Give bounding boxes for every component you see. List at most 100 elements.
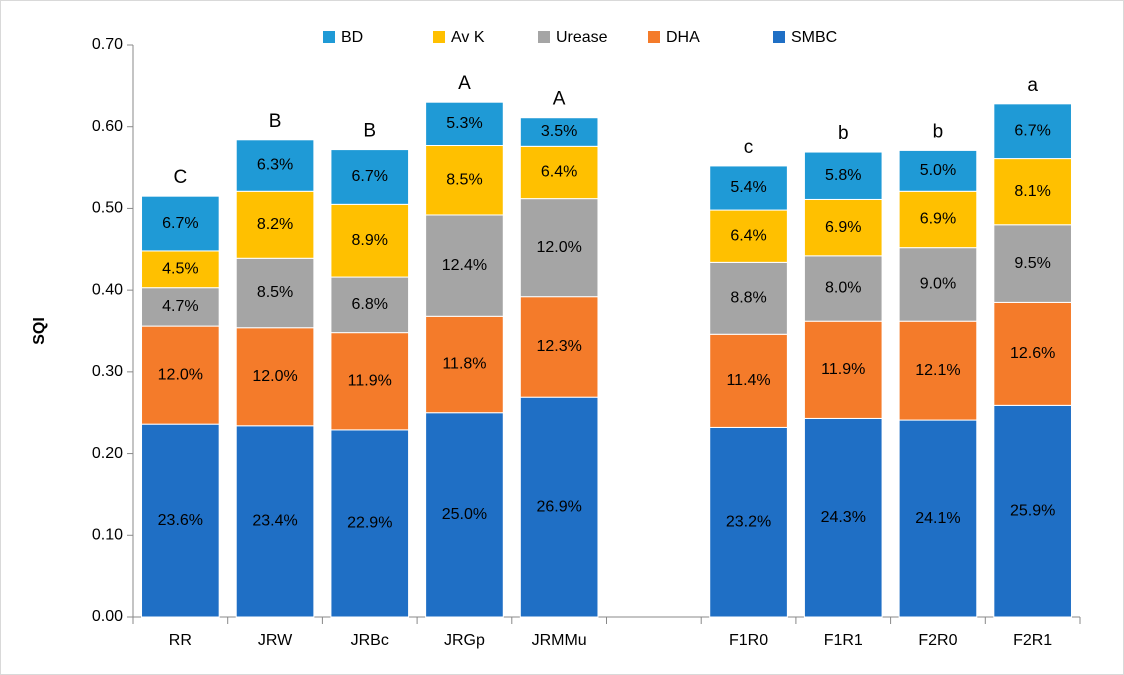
significance-label: b xyxy=(933,121,944,142)
legend-label: DHA xyxy=(666,29,700,46)
value-label: 6.9% xyxy=(920,211,956,228)
bar-segment xyxy=(709,333,788,428)
significance-label: b xyxy=(838,123,849,144)
bar-segment xyxy=(803,198,883,257)
value-label: 12.4% xyxy=(442,257,487,274)
x-tick-label: F2R0 xyxy=(918,632,957,649)
bar-segment xyxy=(519,396,599,618)
bar-segment xyxy=(425,412,504,618)
value-label: 8.1% xyxy=(1014,183,1050,200)
legend-swatch xyxy=(773,31,785,43)
value-label: 11.9% xyxy=(348,372,392,389)
value-label: 6.7% xyxy=(1014,122,1050,139)
value-label: 6.4% xyxy=(730,227,766,244)
bar-segment xyxy=(803,255,883,322)
bar-segment xyxy=(519,296,599,398)
value-label: 6.8% xyxy=(352,296,388,313)
value-label: 5.3% xyxy=(446,115,482,132)
bar-segment xyxy=(898,247,978,322)
value-label: 26.9% xyxy=(536,498,581,515)
value-label: 8.9% xyxy=(352,232,388,249)
bar-segment xyxy=(141,250,220,289)
bar-segment xyxy=(330,429,410,618)
bar-segment xyxy=(709,426,788,618)
bar-segment xyxy=(993,103,1072,160)
legend-label: Av K xyxy=(451,29,485,46)
bar-segment xyxy=(330,149,410,205)
y-tick-label: 0.30 xyxy=(92,363,123,380)
value-label: 5.8% xyxy=(825,167,861,184)
bar-segment xyxy=(898,320,978,421)
bar-segment xyxy=(898,419,978,618)
bar-segment xyxy=(993,158,1072,226)
bar-segment xyxy=(898,149,978,192)
value-label: 4.7% xyxy=(162,298,198,315)
value-label: 4.5% xyxy=(162,261,198,278)
value-label: 6.9% xyxy=(825,219,861,236)
bar-segment xyxy=(803,320,883,419)
x-tick-label: F1R1 xyxy=(824,632,863,649)
bar-segment xyxy=(141,195,220,252)
value-label: 12.0% xyxy=(536,239,581,256)
value-label: 12.6% xyxy=(1010,345,1055,362)
value-label: 25.0% xyxy=(442,506,487,523)
y-axis-label: SQI xyxy=(31,317,48,345)
y-tick-label: 0.60 xyxy=(92,118,123,135)
bar-segment xyxy=(330,203,410,278)
bar-segment xyxy=(803,417,883,618)
value-label: 11.9% xyxy=(821,361,865,378)
value-label: 8.5% xyxy=(257,284,293,301)
bar-segment xyxy=(425,214,504,317)
x-tick-label: JRBc xyxy=(351,632,389,649)
value-label: 25.9% xyxy=(1010,502,1055,519)
value-label: 6.7% xyxy=(352,168,388,185)
bar-segment xyxy=(235,257,315,329)
significance-label: a xyxy=(1027,75,1038,96)
x-tick-label: RR xyxy=(169,632,192,649)
bar-segment xyxy=(330,276,410,334)
value-label: 6.3% xyxy=(257,157,293,174)
value-label: 24.3% xyxy=(821,509,866,526)
bar-segment xyxy=(235,139,315,192)
value-label: 12.1% xyxy=(915,362,960,379)
x-tick-label: JRMMu xyxy=(532,632,587,649)
bar-segment xyxy=(519,117,599,147)
y-tick-label: 0.10 xyxy=(92,527,123,544)
bar-segment xyxy=(898,190,978,249)
value-label: 12.0% xyxy=(252,368,297,385)
bar-segment xyxy=(519,198,599,298)
bar-segment xyxy=(519,145,599,200)
legend-swatch xyxy=(433,31,445,43)
significance-label: C xyxy=(173,167,187,188)
y-tick-label: 0.20 xyxy=(92,445,123,462)
value-label: 11.4% xyxy=(726,372,770,389)
bar-segment xyxy=(425,101,504,147)
x-tick-label: JRW xyxy=(258,632,293,649)
value-label: 8.5% xyxy=(446,171,482,188)
bar-segment xyxy=(235,327,315,427)
value-label: 3.5% xyxy=(541,123,577,140)
bar-segment xyxy=(709,165,788,211)
value-label: 5.4% xyxy=(730,179,766,196)
value-label: 9.5% xyxy=(1014,255,1050,272)
significance-label: B xyxy=(269,111,282,132)
value-label: 9.0% xyxy=(920,276,956,293)
significance-label: c xyxy=(744,137,754,158)
x-tick-label: F1R0 xyxy=(729,632,768,649)
value-label: 23.6% xyxy=(158,512,203,529)
bar-segment xyxy=(993,301,1072,406)
value-label: 11.8% xyxy=(442,356,486,373)
legend-label: BD xyxy=(341,29,363,46)
value-label: 22.9% xyxy=(347,515,392,532)
value-label: 12.0% xyxy=(158,366,203,383)
value-label: 8.8% xyxy=(730,290,766,307)
y-tick-label: 0.70 xyxy=(92,36,123,53)
legend-swatch xyxy=(323,31,335,43)
y-tick-label: 0.50 xyxy=(92,200,123,217)
value-label: 23.4% xyxy=(252,513,297,530)
value-label: 8.2% xyxy=(257,216,293,233)
value-label: 8.0% xyxy=(825,280,861,297)
significance-label: A xyxy=(553,89,566,110)
bar-segment xyxy=(709,209,788,263)
